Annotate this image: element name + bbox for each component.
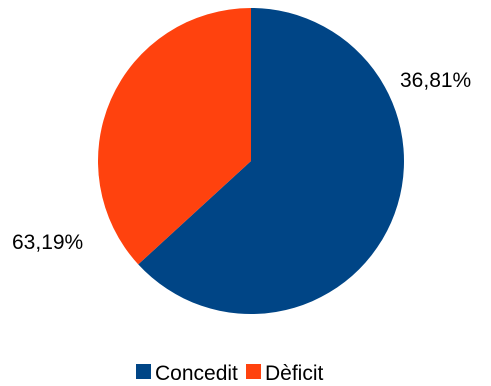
legend-swatch-deficit xyxy=(246,364,261,379)
data-label-deficit: 36,81% xyxy=(400,69,471,92)
pie-slice-concedit xyxy=(138,8,405,314)
pie-slice-deficit xyxy=(98,8,251,265)
legend-label-concedit: Concedit xyxy=(155,362,238,385)
legend-label-deficit: Dèficit xyxy=(265,362,324,385)
data-label-concedit: 63,19% xyxy=(12,231,83,254)
legend: Concedit Dèficit xyxy=(136,362,324,385)
legend-swatch-concedit xyxy=(136,364,151,379)
pie-slices xyxy=(98,8,405,314)
